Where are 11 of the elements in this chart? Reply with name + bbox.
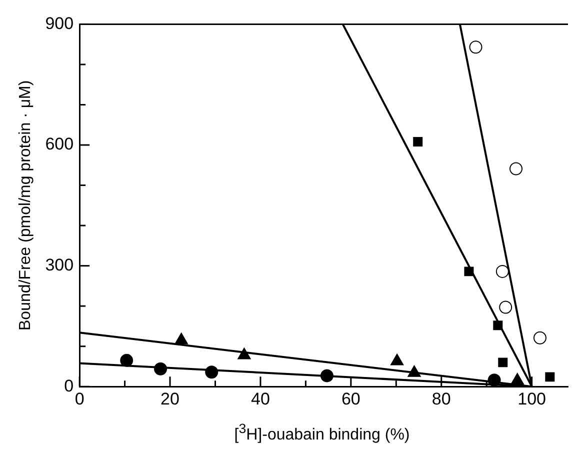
x-tick-label: 40 bbox=[251, 389, 270, 408]
y-tick-label: 0 bbox=[64, 376, 74, 396]
x-tick-label: 80 bbox=[432, 389, 451, 408]
y-tick-label: 300 bbox=[45, 255, 74, 274]
y-tick-label: 600 bbox=[45, 134, 74, 154]
x-tick-label: 20 bbox=[160, 389, 180, 408]
y-axis-title: Bound/Free (pmol/mg protein · μM) bbox=[17, 80, 34, 330]
y-tick-label: 900 bbox=[45, 14, 74, 33]
x-tick-label: 100 bbox=[518, 389, 546, 408]
x-tick-label: 60 bbox=[341, 389, 360, 408]
x-axis-title: [$^{3}$H]-ouabain binding (%) bbox=[233, 421, 411, 444]
